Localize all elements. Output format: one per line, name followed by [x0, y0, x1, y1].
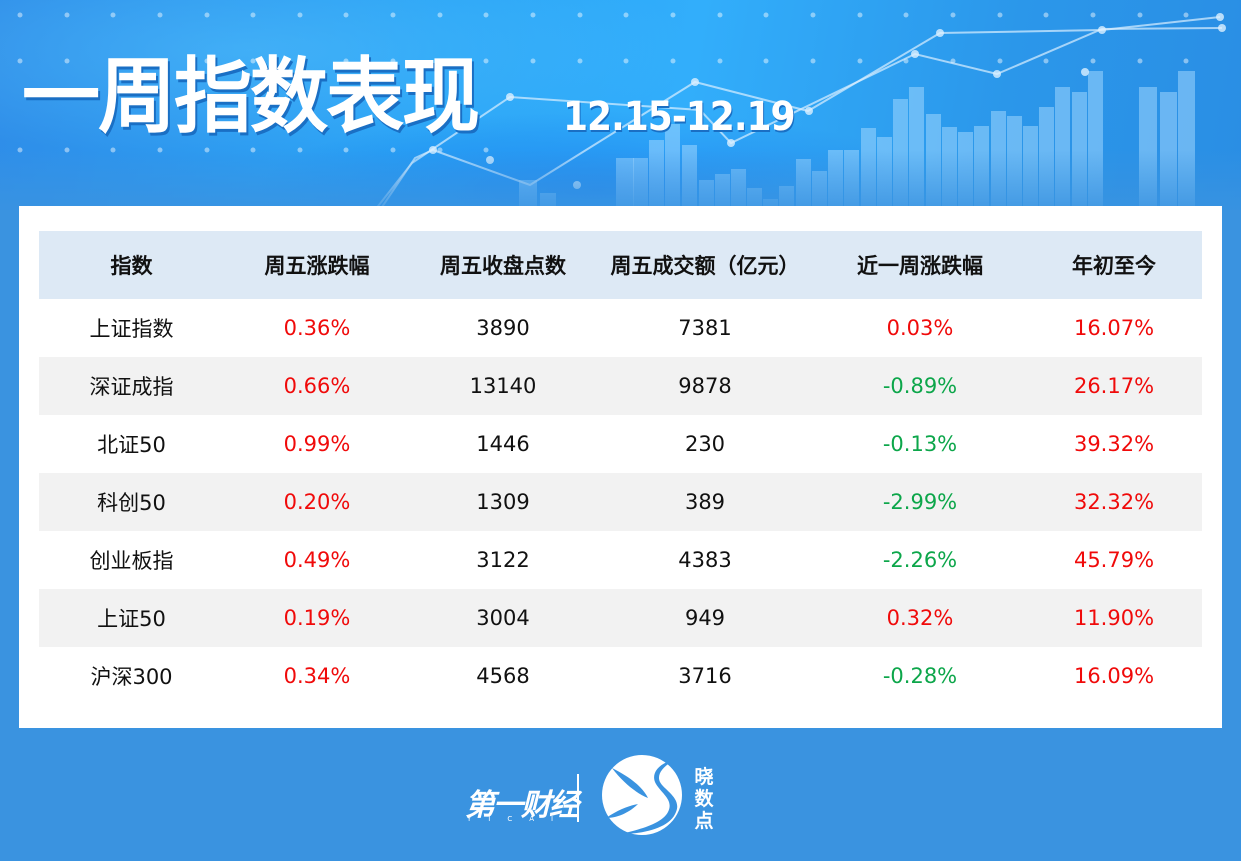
ytd-change: 39.32%: [1073, 432, 1155, 456]
index-name: 北证50: [97, 433, 166, 457]
fri-change: 0.66%: [224, 357, 410, 415]
date-range: 12.15-12.19: [563, 94, 796, 140]
fri-close: 1446: [476, 432, 530, 456]
fri-close: 3122: [476, 548, 530, 572]
yicai-logo-subtitle: YICAI: [467, 815, 571, 823]
ytd-change: 11.90%: [1026, 589, 1202, 647]
table-header-row: 指数 周五涨跌幅 周五收盘点数 周五成交额（亿元） 近一周涨跌幅 年初至今: [39, 231, 1202, 299]
fri-turnover: 3716: [678, 664, 732, 688]
fri-turnover: 949: [596, 589, 814, 647]
column-header-fri-close: 周五收盘点数: [410, 231, 596, 299]
table-row: 创业板指 0.49% 3122 4383 -2.26% 45.79%: [39, 531, 1202, 589]
week-change: 0.32%: [814, 589, 1026, 647]
index-name: 上证指数: [89, 317, 174, 341]
ytd-change: 45.79%: [1073, 548, 1155, 572]
fri-turnover: 230: [684, 432, 726, 456]
fri-change: 0.19%: [224, 589, 410, 647]
column-header-fri-turnover: 周五成交额（亿元）: [596, 231, 814, 299]
column-header-week-change: 近一周涨跌幅: [814, 231, 1026, 299]
yicai-logo: 第一财经: [465, 788, 579, 823]
xiaoshudian-char: 点: [694, 810, 714, 832]
column-header-fri-change: 周五涨跌幅: [224, 231, 410, 299]
index-performance-table: 指数 周五涨跌幅 周五收盘点数 周五成交额（亿元） 近一周涨跌幅 年初至今 上证…: [39, 231, 1202, 705]
table-row: 上证指数 0.36% 3890 7381 0.03% 16.07%: [39, 299, 1202, 357]
ytd-change: 16.07%: [1073, 316, 1155, 340]
fri-change: 0.36%: [283, 316, 351, 340]
fri-change: 0.49%: [283, 548, 351, 572]
fri-close: 13140: [410, 357, 596, 415]
fri-close: 3890: [476, 316, 530, 340]
fri-change: 0.20%: [224, 473, 410, 531]
index-name: 创业板指: [89, 549, 174, 573]
week-change: -0.28%: [882, 664, 958, 688]
table-row: 深证成指 0.66% 13140 9878 -0.89% 26.17%: [39, 357, 1202, 415]
table-row: 上证50 0.19% 3004 949 0.32% 11.90%: [39, 589, 1202, 647]
footer: 第一财经 YICAI 晓 数 点: [0, 728, 1241, 861]
fri-turnover: 9878: [596, 357, 814, 415]
xs-logo-icon: [602, 755, 682, 835]
fri-change: 0.99%: [283, 432, 351, 456]
week-change: -0.89%: [814, 357, 1026, 415]
fri-turnover: 4383: [678, 548, 732, 572]
index-name: 沪深300: [90, 665, 173, 689]
fri-close: 3004: [410, 589, 596, 647]
ytd-change: 26.17%: [1026, 357, 1202, 415]
fri-close: 4568: [476, 664, 530, 688]
header-banner: 一周指数表现 12.15-12.19: [0, 0, 1241, 210]
index-name: 科创50: [39, 473, 224, 531]
table-row: 北证50 0.99% 1446 230 -0.13% 39.32%: [39, 415, 1202, 473]
fri-turnover: 7381: [678, 316, 732, 340]
index-name: 上证50: [39, 589, 224, 647]
index-table-card: 指数 周五涨跌幅 周五收盘点数 周五成交额（亿元） 近一周涨跌幅 年初至今 上证…: [19, 206, 1222, 728]
fri-close: 1309: [410, 473, 596, 531]
fri-change: 0.34%: [283, 664, 351, 688]
index-name: 深证成指: [39, 357, 224, 415]
ytd-change: 32.32%: [1026, 473, 1202, 531]
table-row: 科创50 0.20% 1309 389 -2.99% 32.32%: [39, 473, 1202, 531]
page-title: 一周指数表现: [22, 49, 480, 145]
week-change: 0.03%: [886, 316, 954, 340]
week-change: -2.99%: [814, 473, 1026, 531]
banner-fade: [0, 150, 1241, 210]
column-header-ytd: 年初至今: [1026, 231, 1202, 299]
table-row: 沪深300 0.34% 4568 3716 -0.28% 16.09%: [39, 647, 1202, 705]
xiaoshudian-char: 数: [694, 788, 714, 810]
xiaoshudian-char: 晓: [694, 766, 714, 788]
ytd-change: 16.09%: [1073, 664, 1155, 688]
column-header-index: 指数: [39, 231, 224, 299]
week-change: -2.26%: [882, 548, 958, 572]
logo-divider: [577, 774, 579, 822]
fri-turnover: 389: [596, 473, 814, 531]
week-change: -0.13%: [882, 432, 958, 456]
xiaoshudian-label: 晓 数 点: [692, 766, 716, 832]
